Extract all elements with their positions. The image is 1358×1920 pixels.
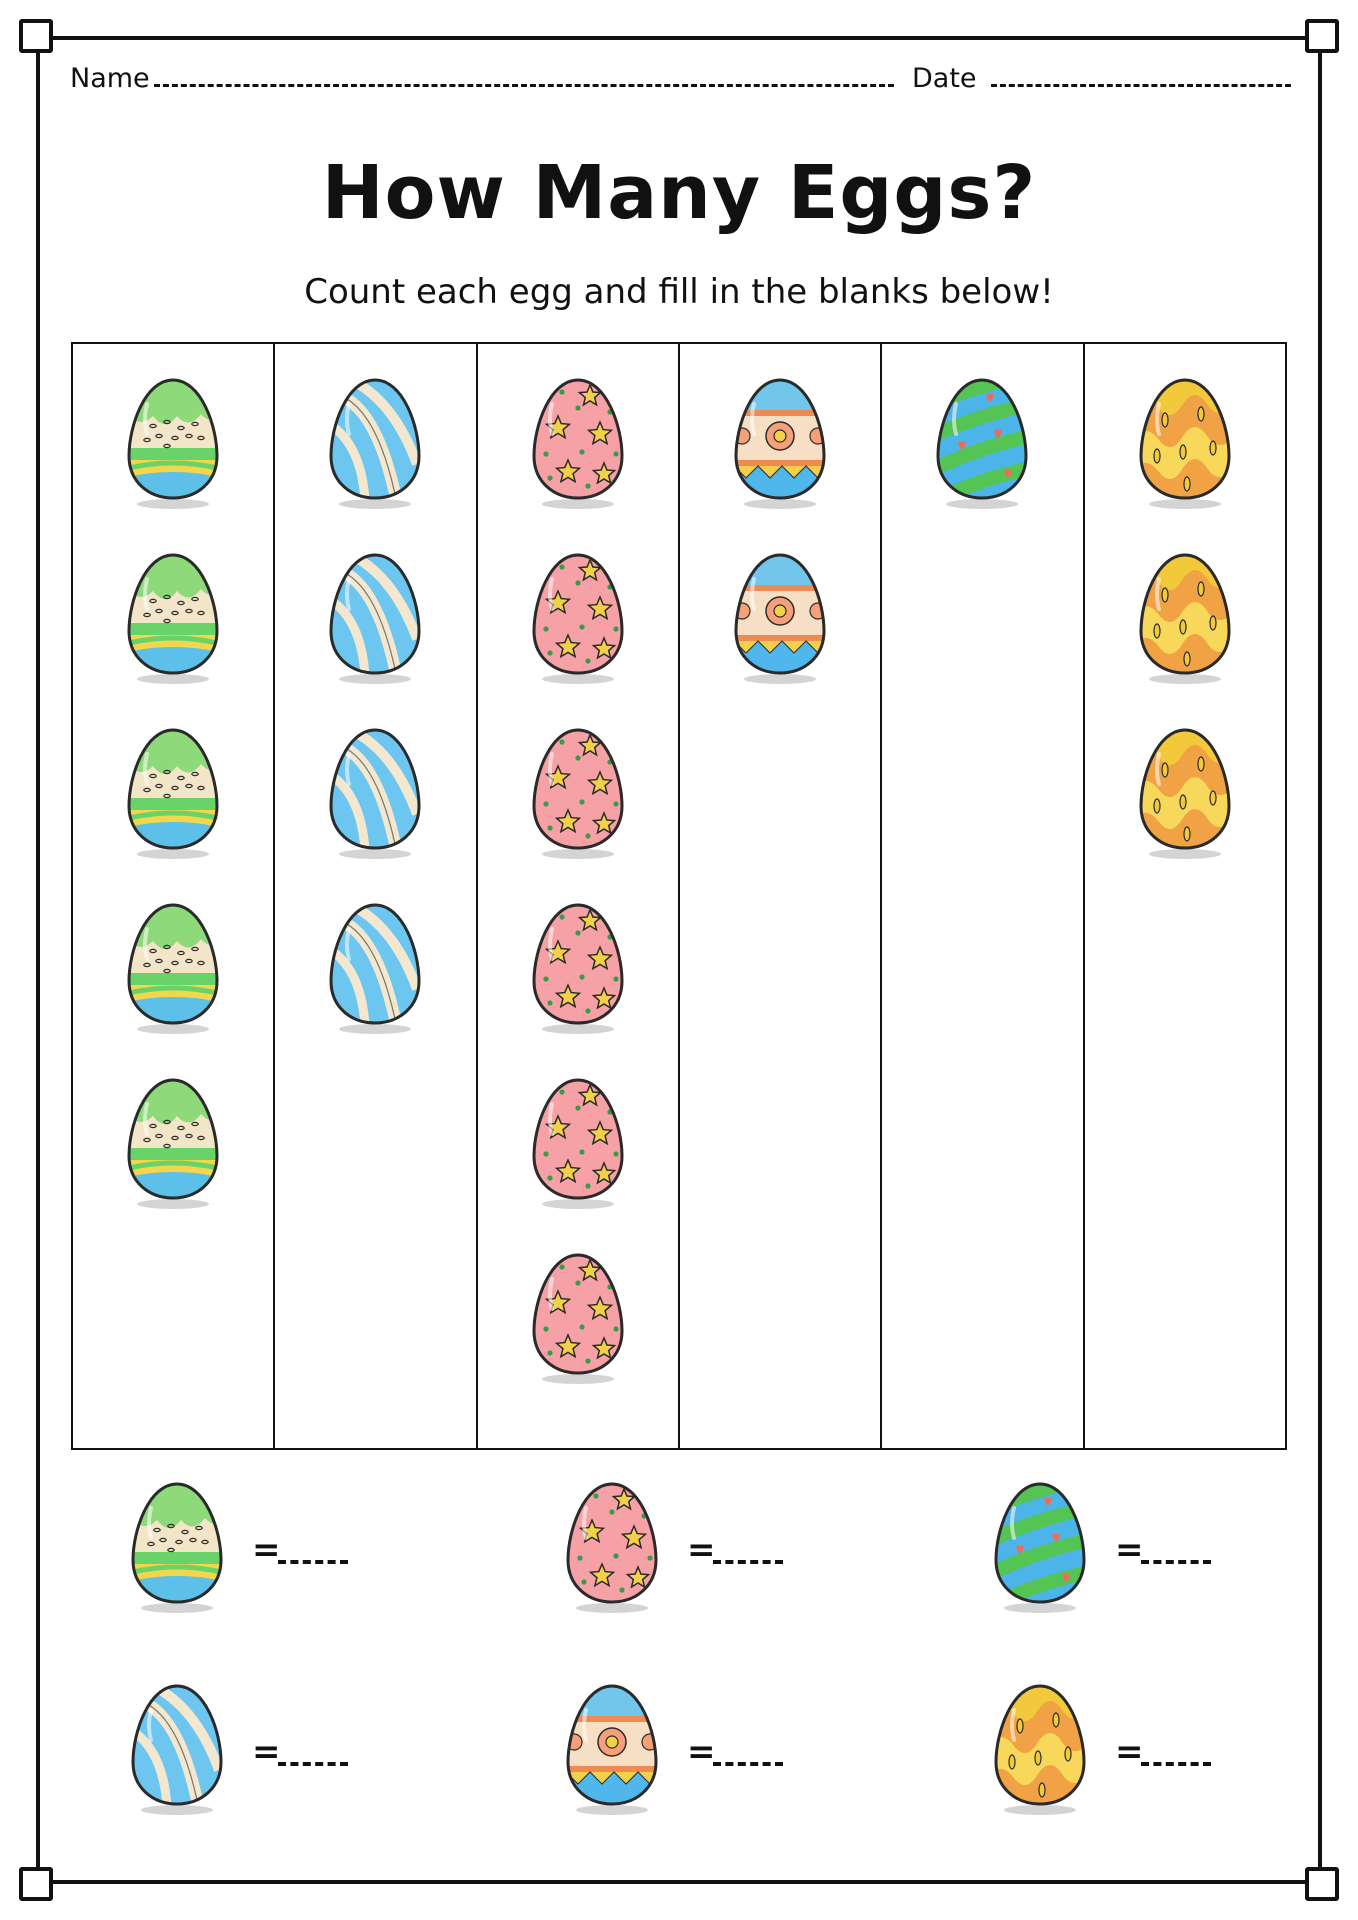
- answer-blank-swirl[interactable]: [278, 1762, 348, 1766]
- green-confetti-egg-icon: [118, 899, 228, 1037]
- blue-swirl-egg-icon: [320, 549, 430, 687]
- answer-row-heart: =: [985, 1478, 1345, 1628]
- answer-blank-heart[interactable]: [1141, 1560, 1211, 1564]
- green-confetti-egg-icon: [118, 1074, 228, 1212]
- answer-row-swirl: =: [122, 1680, 482, 1830]
- orange-drip-egg-icon: [985, 1680, 1095, 1818]
- answer-blank-star[interactable]: [713, 1560, 783, 1564]
- flower-band-egg-icon: [725, 374, 835, 512]
- orange-drip-egg-icon: [1130, 724, 1240, 862]
- egg-column-2: [275, 344, 478, 1448]
- date-field[interactable]: Date: [912, 62, 1291, 94]
- green-confetti-egg-icon: [118, 374, 228, 512]
- green-confetti-egg-icon: [118, 549, 228, 687]
- blue-swirl-egg-icon: [122, 1680, 232, 1818]
- equals-sign: =: [1115, 1732, 1144, 1772]
- instructions: Count each egg and fill in the blanks be…: [304, 272, 1054, 312]
- orange-drip-egg-icon: [1130, 374, 1240, 512]
- egg-column-6: [1085, 344, 1285, 1448]
- pink-star-egg-icon: [523, 1249, 633, 1387]
- name-field[interactable]: Name: [70, 62, 894, 94]
- answer-blank-confetti[interactable]: [278, 1560, 348, 1564]
- answer-row-star: =: [557, 1478, 917, 1628]
- equals-sign: =: [252, 1530, 281, 1570]
- egg-count-grid: [71, 342, 1287, 1450]
- pink-star-egg-icon: [523, 549, 633, 687]
- egg-column-5: [882, 344, 1085, 1448]
- orange-drip-egg-icon: [1130, 549, 1240, 687]
- date-label: Date: [912, 63, 977, 94]
- blue-swirl-egg-icon: [320, 899, 430, 1037]
- pink-star-egg-icon: [523, 899, 633, 1037]
- corner-square-top-right: [1305, 19, 1339, 53]
- pink-star-egg-icon: [523, 724, 633, 862]
- answer-blank-drip[interactable]: [1141, 1762, 1211, 1766]
- equals-sign: =: [687, 1530, 716, 1570]
- corner-square-top-left: [19, 19, 53, 53]
- equals-sign: =: [687, 1732, 716, 1772]
- corner-square-bottom-right: [1305, 1867, 1339, 1901]
- answer-blank-flower[interactable]: [713, 1762, 783, 1766]
- answer-row-flower: =: [557, 1680, 917, 1830]
- name-blank-line[interactable]: [153, 62, 894, 87]
- blue-swirl-egg-icon: [320, 374, 430, 512]
- corner-square-bottom-left: [19, 1867, 53, 1901]
- worksheet-border: [36, 36, 1322, 1884]
- green-confetti-egg-icon: [118, 724, 228, 862]
- equals-sign: =: [252, 1732, 281, 1772]
- pink-star-egg-icon: [557, 1478, 667, 1616]
- egg-column-1: [73, 344, 276, 1448]
- answer-row-confetti: =: [122, 1478, 482, 1628]
- green-heart-egg-icon: [985, 1478, 1095, 1616]
- flower-band-egg-icon: [557, 1680, 667, 1818]
- green-confetti-egg-icon: [122, 1478, 232, 1616]
- green-heart-egg-icon: [927, 374, 1037, 512]
- egg-column-3: [478, 344, 680, 1448]
- name-label: Name: [70, 63, 150, 94]
- equals-sign: =: [1115, 1530, 1144, 1570]
- pink-star-egg-icon: [523, 374, 633, 512]
- flower-band-egg-icon: [725, 549, 835, 687]
- page-title: How Many Eggs?: [321, 150, 1037, 236]
- blue-swirl-egg-icon: [320, 724, 430, 862]
- date-blank-line[interactable]: [990, 62, 1291, 87]
- egg-column-4: [680, 344, 883, 1448]
- pink-star-egg-icon: [523, 1074, 633, 1212]
- answer-row-drip: =: [985, 1680, 1345, 1830]
